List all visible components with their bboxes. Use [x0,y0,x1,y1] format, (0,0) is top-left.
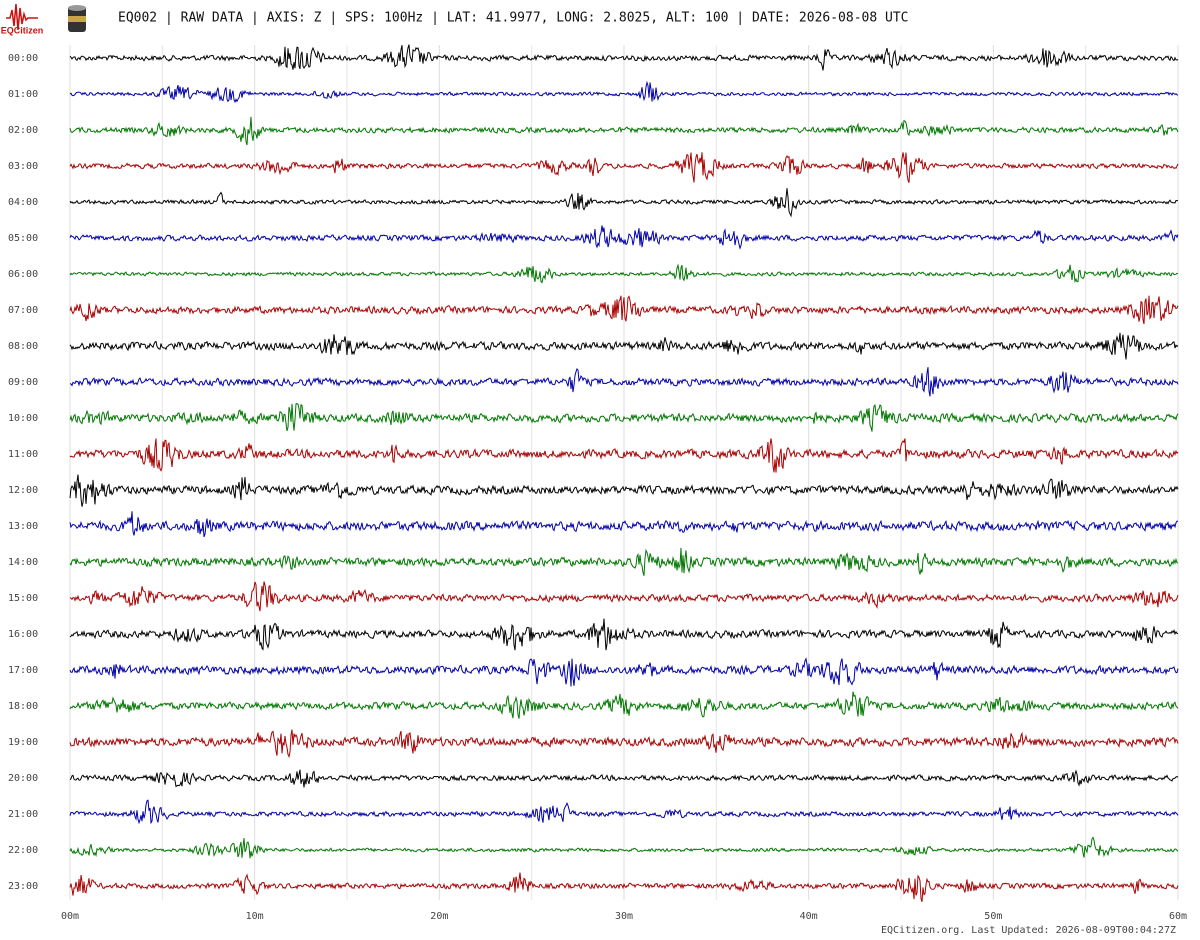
row-label: 06:00 [8,269,38,280]
row-label: 10:00 [8,413,38,424]
logo-wave [6,3,38,31]
row-label: 17:00 [8,665,38,676]
trace [69,581,1179,612]
row-label: 08:00 [8,341,38,352]
traces [69,44,1179,903]
trace [69,332,1179,360]
trace [69,872,1179,903]
trace [69,188,1179,218]
trace [69,44,1179,71]
trace [69,367,1179,397]
sensor-icon-top [68,5,86,11]
row-label: 01:00 [8,89,38,100]
row-label: 12:00 [8,485,38,496]
x-tick-label: 10m [246,911,264,922]
trace [69,657,1179,687]
trace [69,618,1179,651]
brand: EQCitizen [1,25,44,35]
trace [69,836,1179,859]
trace [69,263,1179,284]
grid: 00m 10m 20m 30m 40m 50m 60m 00:00 01:00 02:00 03:0… [8,45,1187,922]
row-label: 04:00 [8,197,38,208]
row-label: 05:00 [8,233,38,244]
sensor-icon-band [68,16,86,22]
row-label: 21:00 [8,809,38,820]
trace [69,547,1179,576]
trace [69,769,1179,788]
row-label: 02:00 [8,125,38,136]
trace [69,152,1179,183]
row-label: 13:00 [8,521,38,532]
footer: EQCitizen.org. Last Updated: 2026-08-09T… [881,925,1176,936]
row-label: 09:00 [8,377,38,388]
x-tick-label: 00m [61,911,79,922]
chart-title: EQ002 | RAW DATA | AXIS: Z | SPS: 100Hz … [118,11,909,26]
trace [69,116,1179,146]
row-label: 16:00 [8,629,38,640]
row-label: 03:00 [8,161,38,172]
row-label: 18:00 [8,701,38,712]
x-tick-label: 20m [430,911,448,922]
trace [69,729,1179,759]
row-label: 14:00 [8,557,38,568]
x-tick-label: 60m [1169,911,1187,922]
row-label: 22:00 [8,845,38,856]
trace [69,403,1179,432]
x-tick-label: 30m [615,911,633,922]
trace [69,799,1179,825]
row-label: 23:00 [8,881,38,892]
trace [69,295,1179,325]
row-label: 19:00 [8,737,38,748]
row-label: 15:00 [8,593,38,604]
trace [69,511,1179,538]
trace [69,691,1179,719]
row-label: 00:00 [8,53,38,64]
trace [69,225,1179,250]
row-label: 07:00 [8,305,38,316]
logo: EQCitizen [1,3,86,35]
row-label: 11:00 [8,449,38,460]
trace [69,80,1179,104]
x-tick-label: 40m [800,911,818,922]
row-label: 20:00 [8,773,38,784]
trace [69,438,1179,473]
trace [69,474,1179,507]
x-tick-label: 50m [984,911,1002,922]
